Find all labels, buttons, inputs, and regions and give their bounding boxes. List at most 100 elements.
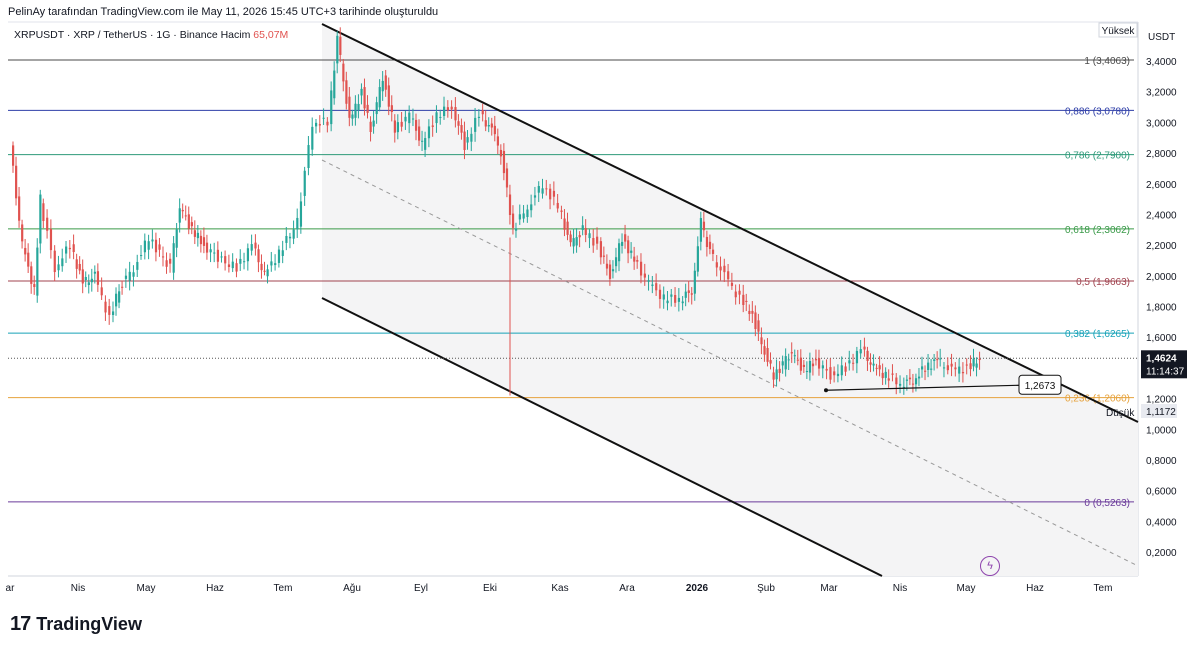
candle-body <box>690 293 693 295</box>
candle-body <box>624 234 627 242</box>
brand-name: TradingView <box>36 614 142 634</box>
candle-body <box>115 293 118 307</box>
fib-label-3: 0,618 (2,3062) <box>1065 225 1130 236</box>
candle-body <box>911 383 915 385</box>
candle-body <box>670 294 673 297</box>
candle-body <box>418 126 421 141</box>
candle-body <box>840 365 843 376</box>
candle-body <box>140 255 143 257</box>
candle-body <box>33 284 36 288</box>
candle-body <box>75 259 78 269</box>
y-tick-label: 3,4000 <box>1146 57 1177 68</box>
candle-body <box>30 266 33 284</box>
candle-body <box>199 235 203 245</box>
candle-body <box>751 310 754 314</box>
candle-body <box>950 363 953 367</box>
y-tick-label: 3,2000 <box>1146 88 1177 99</box>
candle-body <box>21 224 24 242</box>
candle-body <box>281 250 284 256</box>
candle-body <box>322 117 325 119</box>
candle-body <box>78 263 81 271</box>
candle-body <box>499 149 503 157</box>
candle-body <box>946 365 949 371</box>
volume-value: 65,07M <box>253 29 289 41</box>
candle-body <box>526 209 529 218</box>
candle-body <box>24 247 27 255</box>
candle-body <box>817 358 821 369</box>
candle-body <box>575 237 578 246</box>
candle-body <box>855 350 859 364</box>
brand[interactable]: 17 TradingView <box>10 613 142 636</box>
candle-body <box>511 213 515 228</box>
candle-body <box>655 283 658 291</box>
candle-body <box>844 366 847 372</box>
candle-body <box>132 272 135 277</box>
last-price-tag <box>1141 350 1187 379</box>
candle-body <box>439 116 442 118</box>
candle-body <box>411 118 415 120</box>
candle-body <box>738 290 741 295</box>
candle-body <box>584 228 587 235</box>
candle-body <box>277 249 281 263</box>
candle-body <box>390 105 393 113</box>
candle-body <box>766 347 769 362</box>
candle-body <box>821 365 824 369</box>
candle-body <box>246 248 250 262</box>
candle-body <box>470 133 473 142</box>
x-tick-label: 2026 <box>686 583 709 594</box>
candle-body <box>193 230 196 237</box>
candle-body <box>630 250 633 253</box>
candle-body <box>326 121 329 126</box>
candle-body <box>696 246 699 272</box>
candle-body <box>53 250 56 273</box>
symbol-name[interactable]: XRPUSDT · XRP / TetherUS · 1G · Binance <box>14 29 218 41</box>
y-tick-label: 2,8000 <box>1146 149 1177 160</box>
x-tick-label: Kas <box>551 583 568 594</box>
candle-body <box>778 368 781 373</box>
candle-body <box>878 365 881 370</box>
candle-body <box>608 264 612 279</box>
candle-body <box>209 249 212 253</box>
candle-body <box>811 363 815 367</box>
bolt-icon[interactable]: ϟ <box>980 556 1000 576</box>
candle-body <box>250 244 253 251</box>
candle-body <box>825 368 828 371</box>
candle-body <box>863 346 866 350</box>
candle-body <box>905 379 909 381</box>
candle-body <box>342 63 345 82</box>
low-label: Düşük <box>1106 408 1135 419</box>
y-tick-label: 2,0000 <box>1146 272 1177 283</box>
fib-label-4: 0,5 (1,9663) <box>1076 277 1130 288</box>
candle-body <box>446 107 450 111</box>
candle-body <box>224 256 227 264</box>
x-tick-label: ar <box>6 583 16 594</box>
candle-body <box>693 270 696 294</box>
candle-body <box>457 121 460 126</box>
candle-body <box>154 239 158 253</box>
candle-body <box>933 359 936 361</box>
candle-body <box>972 358 975 367</box>
candle-body <box>666 300 669 304</box>
candle-body <box>869 362 872 365</box>
candle-body <box>96 271 100 285</box>
candle-body <box>65 246 68 254</box>
candle-body <box>602 255 606 257</box>
x-tick-label: Mar <box>820 583 838 594</box>
last-price-value: 1,4624 <box>1146 353 1177 364</box>
candle-body <box>414 119 418 131</box>
x-tick-label: Tem <box>274 583 293 594</box>
candle-body <box>954 367 957 370</box>
candle-body <box>396 122 400 133</box>
candle-body <box>165 260 168 267</box>
y-tick-label: 2,4000 <box>1146 210 1177 221</box>
candle-body <box>460 125 463 133</box>
candle-body <box>651 284 654 286</box>
candle-body <box>490 123 493 128</box>
candle-body <box>108 306 111 315</box>
candle-body <box>814 359 818 361</box>
candle-body <box>93 271 97 274</box>
candle-body <box>143 240 147 253</box>
candle-body <box>136 261 139 270</box>
candle-body <box>493 125 496 135</box>
